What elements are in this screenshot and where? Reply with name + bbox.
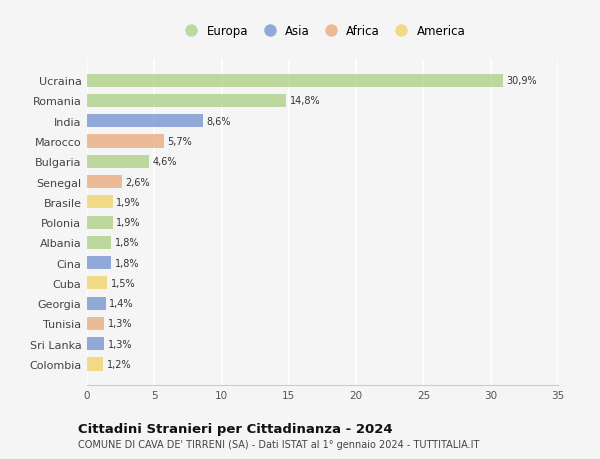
Text: 1,9%: 1,9% bbox=[116, 197, 140, 207]
Text: 1,5%: 1,5% bbox=[110, 278, 135, 288]
Bar bbox=[87, 135, 164, 148]
Bar bbox=[87, 337, 104, 351]
Text: Cittadini Stranieri per Cittadinanza - 2024: Cittadini Stranieri per Cittadinanza - 2… bbox=[78, 422, 392, 436]
Text: 5,7%: 5,7% bbox=[167, 137, 192, 147]
Text: 1,3%: 1,3% bbox=[108, 319, 133, 329]
Text: 1,2%: 1,2% bbox=[107, 359, 131, 369]
Bar bbox=[87, 156, 149, 168]
Legend: Europa, Asia, Africa, America: Europa, Asia, Africa, America bbox=[175, 20, 470, 42]
Text: 14,8%: 14,8% bbox=[290, 96, 320, 106]
Text: COMUNE DI CAVA DE' TIRRENI (SA) - Dati ISTAT al 1° gennaio 2024 - TUTTITALIA.IT: COMUNE DI CAVA DE' TIRRENI (SA) - Dati I… bbox=[78, 439, 479, 449]
Bar bbox=[87, 358, 103, 371]
Bar bbox=[87, 257, 111, 269]
Bar bbox=[87, 216, 113, 229]
Bar bbox=[87, 236, 111, 249]
Bar bbox=[87, 176, 122, 189]
Text: 4,6%: 4,6% bbox=[152, 157, 177, 167]
Text: 1,8%: 1,8% bbox=[115, 238, 139, 248]
Bar bbox=[87, 95, 286, 108]
Text: 1,8%: 1,8% bbox=[115, 258, 139, 268]
Bar bbox=[87, 196, 113, 209]
Text: 1,9%: 1,9% bbox=[116, 218, 140, 228]
Bar bbox=[87, 297, 106, 310]
Text: 2,6%: 2,6% bbox=[125, 177, 150, 187]
Text: 8,6%: 8,6% bbox=[206, 117, 230, 127]
Bar bbox=[87, 277, 107, 290]
Text: 30,9%: 30,9% bbox=[506, 76, 537, 86]
Text: 1,3%: 1,3% bbox=[108, 339, 133, 349]
Bar bbox=[87, 317, 104, 330]
Bar bbox=[87, 74, 503, 88]
Bar bbox=[87, 115, 203, 128]
Text: 1,4%: 1,4% bbox=[109, 298, 134, 308]
